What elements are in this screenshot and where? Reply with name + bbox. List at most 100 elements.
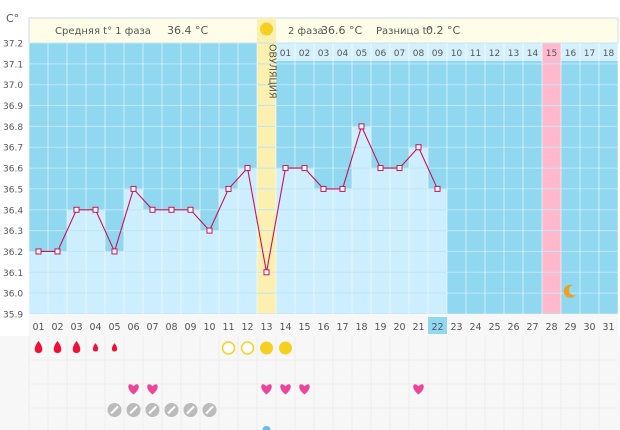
pill-line (205, 405, 214, 415)
y-tick-label: 36.0 (3, 290, 23, 300)
temperature-point (377, 165, 384, 172)
header-band (28, 17, 619, 44)
area-column (48, 251, 67, 314)
temperature-point (339, 185, 346, 192)
x-axis-band (29, 314, 618, 336)
temperature-point (396, 165, 403, 172)
x-tick-label: 17 (336, 322, 348, 333)
heart-icon (280, 384, 291, 395)
cycle-day-label: 10 (451, 49, 463, 59)
phase2-label: 2 фаза (288, 26, 324, 37)
difference-value: 0.2 °C (426, 24, 460, 37)
x-tick-label: 18 (355, 322, 367, 333)
x-tick-label: 21 (412, 322, 424, 333)
y-tick-label: 36.5 (3, 185, 23, 195)
y-tick-label: 36.2 (3, 248, 23, 258)
y-tick-label: 36.1 (3, 269, 23, 279)
x-tick-label: 14 (279, 322, 291, 333)
cycle-day-label: 15 (546, 49, 557, 59)
area-column (371, 168, 390, 314)
y-tick-label: 36.4 (3, 206, 23, 216)
cycle-day-label: 17 (584, 49, 595, 59)
cycle-day-label: 01 (280, 49, 291, 59)
chart-icons (34, 22, 576, 430)
temperature-point (225, 185, 232, 192)
temperature-point (320, 185, 327, 192)
temperature-point (111, 248, 118, 255)
y-tick-label: 36.8 (3, 123, 23, 133)
today-highlight (428, 317, 447, 334)
ovulation-test-negative-icon (221, 341, 236, 355)
difference-label: Разница t° (376, 26, 432, 37)
x-tick-label: 19 (374, 322, 386, 333)
phase1-value: 36.4 °C (167, 24, 208, 37)
bottom-marker (262, 426, 271, 430)
cycle-day-label: 11 (470, 49, 481, 59)
temperature-point (263, 269, 270, 276)
x-tick-label: 10 (203, 322, 215, 333)
heart-icon (261, 384, 272, 395)
pill-line (186, 405, 195, 415)
area-column (162, 209, 181, 314)
y-tick-label: 37.1 (3, 60, 23, 70)
area-column (86, 209, 105, 314)
x-tick-label: 15 (298, 322, 310, 333)
temperature-point (130, 185, 137, 192)
blood-drop-icon (111, 343, 118, 352)
y-tick-label: 36.7 (3, 144, 23, 154)
x-tick-label: 16 (317, 322, 329, 333)
cycle-day-label: 02 (299, 49, 310, 59)
phase1-label: Средняя t° 1 фаза (55, 26, 151, 37)
area-column (390, 168, 409, 314)
cycle-day-label: 04 (337, 49, 349, 59)
area-column (238, 168, 257, 314)
moon-icon (563, 284, 576, 298)
temperature-point (35, 248, 42, 255)
ovulation-test-positive-icon (279, 341, 292, 355)
area-column (181, 209, 200, 314)
temperature-point (434, 185, 441, 192)
x-tick-label: 08 (165, 322, 177, 333)
area-column (143, 209, 162, 314)
temperature-point (54, 248, 61, 255)
y-tick-label: 37.0 (3, 81, 23, 91)
area-column (352, 126, 371, 314)
x-tick-label: 22 (431, 322, 443, 333)
temperature-point (244, 165, 251, 172)
lower-rows-bg (0, 336, 620, 430)
chart-grid: 01 02 03 04 05 06 07 08 09 10 11 12 13 14 15 16 17 18 35.9… (0, 17, 620, 430)
temperature-point (92, 206, 99, 213)
pill-line (110, 405, 119, 415)
temperature-point (282, 165, 289, 172)
blood-drop-icon (53, 341, 62, 353)
temperature-point (301, 165, 308, 172)
sun-icon (260, 22, 273, 36)
x-tick-label: 20 (393, 322, 405, 333)
heart-icon (128, 384, 139, 395)
x-tick-label: 07 (146, 322, 158, 333)
pill-line (148, 405, 157, 415)
x-tick-label: 05 (108, 322, 120, 333)
temperature-point (206, 227, 213, 234)
y-tick-label: 36.3 (3, 227, 23, 237)
blood-drop-icon (34, 341, 43, 353)
x-tick-label: 03 (70, 322, 82, 333)
temperature-point (358, 123, 365, 130)
cycle-day-label: 14 (527, 49, 539, 59)
cycle-day-label: 13 (508, 49, 519, 59)
x-tick-label: 28 (545, 322, 557, 333)
chart-header: C° Средняя t° 1 фаза 36.4 °C 2 фаза 36.6… (6, 12, 460, 37)
temperature-point (73, 206, 80, 213)
blood-drop-icon (92, 343, 99, 352)
y-tick-label: 35.9 (3, 311, 23, 321)
chart-marks (35, 123, 441, 276)
heart-icon (413, 384, 424, 395)
temperature-point (187, 206, 194, 213)
x-tick-label: 06 (127, 322, 139, 333)
x-tick-label: 27 (526, 322, 538, 333)
x-tick-label: 12 (241, 322, 253, 333)
area-column (67, 209, 86, 314)
area-column (276, 168, 295, 314)
heart-icon (147, 384, 158, 395)
